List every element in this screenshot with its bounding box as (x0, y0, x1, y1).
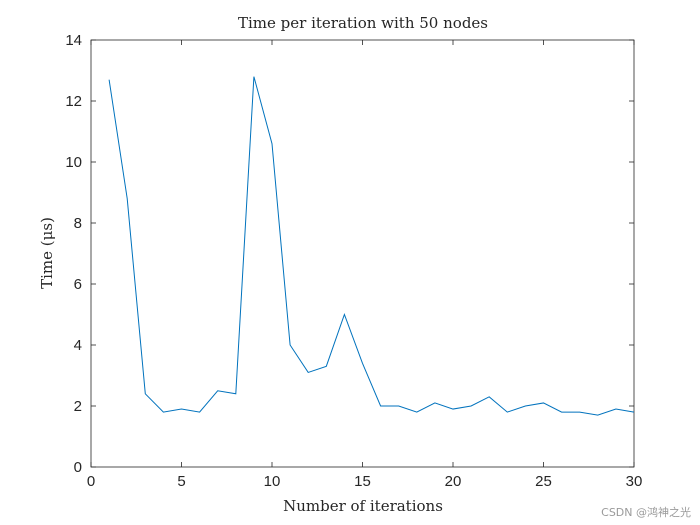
y-tick-label: 14 (65, 32, 82, 49)
plot-area (90, 39, 635, 468)
y-tick-label: 10 (65, 154, 82, 171)
x-tick-label: 30 (626, 473, 643, 490)
x-axis-label: Number of iterations (283, 497, 443, 515)
y-tick-label: 12 (65, 93, 82, 110)
x-tick-label: 0 (87, 473, 95, 490)
y-tick-label: 6 (74, 276, 82, 293)
x-tick-label: 25 (535, 473, 552, 490)
x-tick-label: 15 (354, 473, 371, 490)
x-tick-label: 20 (445, 473, 462, 490)
y-axis-label: Time (μs) (38, 217, 56, 289)
chart-title: Time per iteration with 50 nodes (238, 14, 488, 32)
y-tick-label: 8 (74, 215, 82, 232)
y-tick-labels: 0 2 4 6 8 10 12 14 (65, 32, 82, 476)
x-tick-label: 5 (177, 473, 185, 490)
axis-ticks (90, 39, 635, 468)
y-tick-label: 2 (74, 398, 82, 415)
x-tick-label: 10 (264, 473, 281, 490)
y-tick-label: 4 (74, 337, 82, 354)
x-tick-labels: 0 5 10 15 20 25 30 (87, 473, 643, 490)
y-tick-label: 0 (74, 459, 82, 476)
watermark-text: CSDN @鸿神之光 (601, 505, 691, 519)
series-line (108, 76, 635, 416)
